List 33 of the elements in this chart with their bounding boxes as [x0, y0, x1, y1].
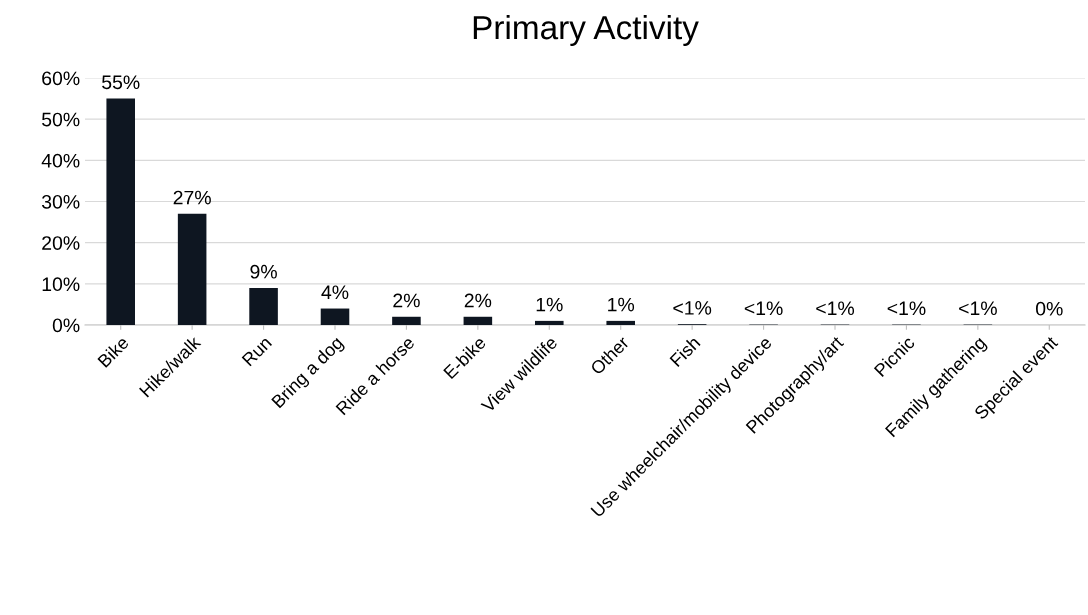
data-label: 1%: [536, 297, 563, 312]
bar: [535, 320, 564, 325]
bar: [177, 213, 207, 325]
data-label: 1%: [608, 297, 635, 312]
data-label: <1%: [959, 301, 997, 316]
x-tick-label: Fish: [669, 335, 701, 368]
data-label: 4%: [321, 285, 349, 300]
data-label: <1%: [816, 301, 855, 316]
bar: [463, 316, 493, 325]
bar: [249, 287, 278, 325]
bar: [106, 98, 135, 325]
bar: [606, 320, 635, 325]
y-tick-label: 0%: [52, 318, 80, 333]
bar: [320, 308, 350, 325]
y-tick-label: 30%: [41, 194, 80, 209]
y-tick-label: 40%: [41, 153, 80, 168]
y-tick-label: 60%: [42, 71, 80, 86]
y-tick-label: 20%: [42, 236, 80, 250]
data-label: <1%: [744, 301, 783, 316]
data-label: 2%: [464, 293, 492, 308]
data-label: 2%: [393, 293, 420, 308]
x-tick-label: Bike: [96, 335, 130, 368]
data-label: <1%: [673, 301, 712, 315]
data-label: 55%: [102, 75, 140, 90]
data-label: 9%: [250, 264, 277, 279]
y-tick-label: 10%: [42, 277, 80, 292]
y-tick-label: 50%: [42, 112, 80, 127]
data-label: 27%: [173, 190, 211, 205]
data-label: 0%: [1035, 301, 1063, 316]
data-label: <1%: [887, 301, 926, 316]
x-tick-label: Run: [241, 336, 273, 367]
bar: [392, 316, 421, 325]
chart-title: Primary Activity: [473, 14, 699, 47]
